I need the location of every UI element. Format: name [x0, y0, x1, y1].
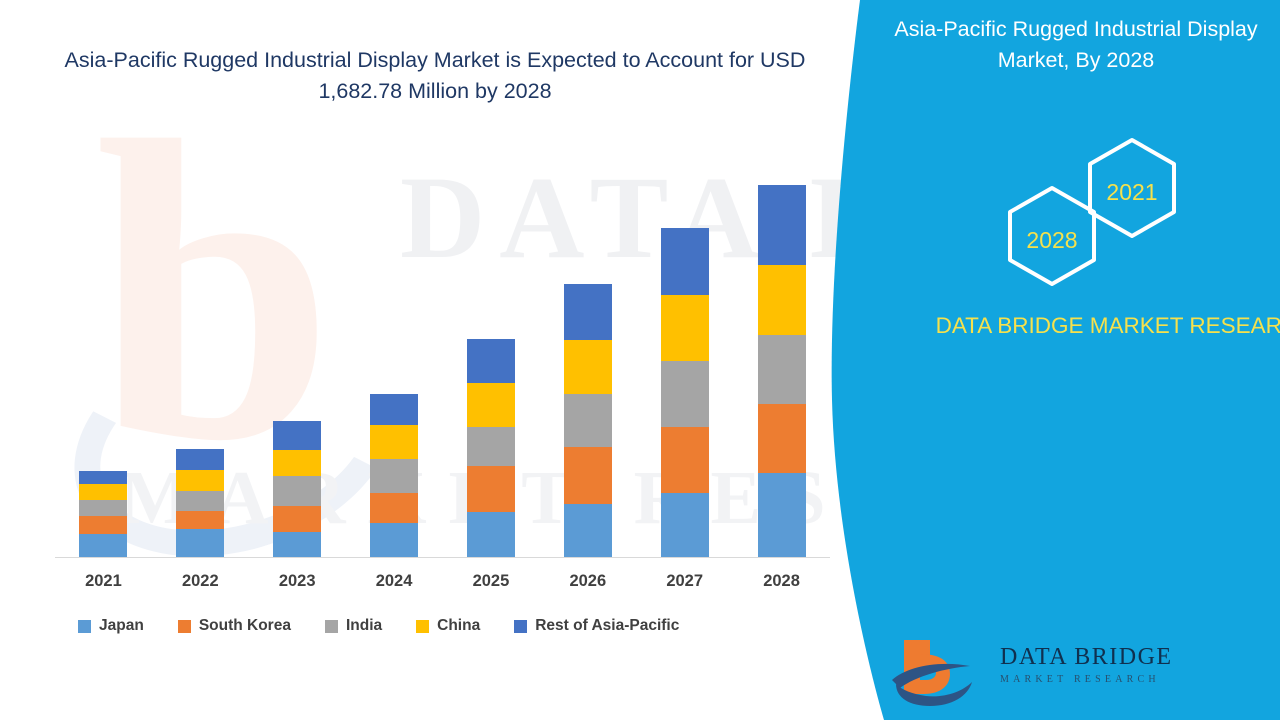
legend-label: China: [437, 617, 481, 634]
x-axis-label-2028: 2028: [763, 572, 800, 590]
hexagon-2021-text: 2021: [1106, 178, 1158, 205]
legend-item-india[interactable]: India: [324, 617, 383, 635]
panel-brand-name: DATA BRIDGE MARKET RESEARCH: [935, 313, 1280, 338]
x-axis-label-2023: 2023: [278, 572, 316, 590]
legend-item-japan[interactable]: Japan: [78, 617, 144, 635]
legend-label: South Korea: [198, 617, 291, 634]
chart-title: Asia-Pacific Rugged Industrial Display M…: [64, 48, 806, 104]
legend-swatch-icon: [177, 619, 191, 633]
stacked-bar: [563, 283, 612, 557]
bar-segment-japan: [660, 493, 709, 557]
bar-segment-japan: [563, 503, 612, 557]
bar-column-2026: [540, 150, 636, 557]
x-axis-label-2025: 2025: [472, 572, 510, 590]
legend-label: India: [345, 617, 383, 634]
bar-segment-south-korea: [79, 515, 128, 535]
x-axis-labels: 2021 2022 2023 2024 2025 2026 2027 2028: [55, 572, 830, 591]
bar-segment-china: [466, 383, 515, 427]
bar-segment-rest-of-asia-pacific: [757, 185, 806, 266]
bar-segment-japan: [370, 523, 419, 557]
hexagon-2028-text: 2028: [1026, 226, 1078, 253]
bar-segment-japan: [273, 532, 322, 557]
stacked-bar: [79, 470, 128, 557]
bar-column-2021: [55, 150, 151, 557]
bar-segment-china: [660, 294, 709, 361]
bar-segment-south-korea: [176, 510, 225, 530]
x-axis-label-2024: 2024: [375, 572, 413, 590]
bar-segment-india: [176, 491, 225, 511]
bar-segment-china: [563, 340, 612, 394]
bar-column-2023: [249, 150, 345, 557]
bar-segment-rest-of-asia-pacific: [466, 339, 515, 384]
bar-segment-india: [273, 475, 322, 506]
legend-swatch-icon: [324, 619, 338, 633]
x-axis-label-2027: 2027: [666, 572, 704, 590]
bar-column-2028: [734, 150, 830, 557]
legend-swatch-icon: [416, 619, 430, 633]
hexagon-label-2021: 2021: [1084, 138, 1180, 246]
logo-wordmark: DATA BRIDGE MARKET RESEARCH: [1000, 644, 1173, 685]
x-axis-label-2021: 2021: [85, 572, 122, 590]
stacked-bar-plot: [55, 150, 830, 557]
stacked-bar: [176, 449, 225, 557]
bar-segment-south-korea: [563, 447, 612, 504]
bar-segment-south-korea: [757, 403, 806, 473]
panel-title: Asia-Pacific Rugged Industrial Display M…: [894, 17, 1258, 73]
stacked-bar: [273, 421, 322, 557]
bar-segment-japan: [79, 534, 128, 557]
bar-segment-rest-of-asia-pacific: [273, 421, 322, 451]
bar-segment-rest-of-asia-pacific: [660, 228, 709, 295]
legend-label: Japan: [99, 617, 144, 634]
legend-label: Rest of Asia-Pacific: [535, 617, 680, 634]
stacked-bar: [466, 339, 515, 557]
bar-segment-rest-of-asia-pacific: [370, 393, 419, 426]
stacked-bar: [660, 228, 709, 557]
bar-segment-south-korea: [273, 505, 322, 533]
bar-segment-india: [370, 459, 419, 494]
chart-legend: Japan South Korea India China Rest of Asia-P…: [78, 617, 818, 635]
bar-segment-south-korea: [466, 465, 515, 512]
logo-secondary-text: MARKET RESEARCH: [1000, 674, 1160, 685]
bar-segment-china: [176, 469, 225, 492]
bar-segment-south-korea: [370, 493, 419, 524]
bar-column-2022: [152, 150, 248, 557]
bar-segment-japan: [757, 472, 806, 557]
hexagon-label-2028: 2028: [1004, 186, 1100, 294]
bar-segment-india: [660, 360, 709, 427]
bar-segment-china: [757, 265, 806, 336]
legend-item-rest-of-asia-pacific[interactable]: Rest of Asia-Pacific: [514, 617, 679, 635]
legend-item-china[interactable]: China: [416, 617, 480, 635]
bar-segment-india: [466, 426, 515, 466]
bar-column-2027: [637, 150, 733, 557]
x-axis-label-2022: 2022: [181, 572, 219, 590]
bar-segment-rest-of-asia-pacific: [79, 470, 128, 485]
bar-segment-china: [79, 484, 128, 501]
bar-segment-south-korea: [660, 426, 709, 494]
bar-column-2024: [346, 150, 442, 557]
x-axis-label-2026: 2026: [569, 572, 607, 590]
logo-primary-text: DATA BRIDGE: [1000, 644, 1173, 670]
legend-swatch-icon: [78, 619, 91, 633]
bar-segment-rest-of-asia-pacific: [563, 283, 612, 341]
bar-segment-japan: [466, 511, 515, 557]
bar-segment-china: [273, 450, 322, 476]
bar-segment-rest-of-asia-pacific: [176, 449, 225, 470]
bar-segment-india: [79, 500, 128, 516]
bar-segment-japan: [176, 529, 225, 557]
x-axis-line: [55, 557, 830, 558]
bar-segment-india: [757, 335, 806, 404]
stacked-bar: [757, 185, 806, 557]
legend-item-south-korea[interactable]: South Korea: [177, 617, 291, 635]
bar-segment-india: [563, 393, 612, 448]
stacked-bar: [370, 393, 419, 557]
legend-swatch-icon: [514, 619, 528, 633]
bar-column-2025: [443, 150, 539, 557]
data-bridge-logo-icon: [886, 636, 1101, 708]
bar-segment-china: [370, 425, 419, 460]
